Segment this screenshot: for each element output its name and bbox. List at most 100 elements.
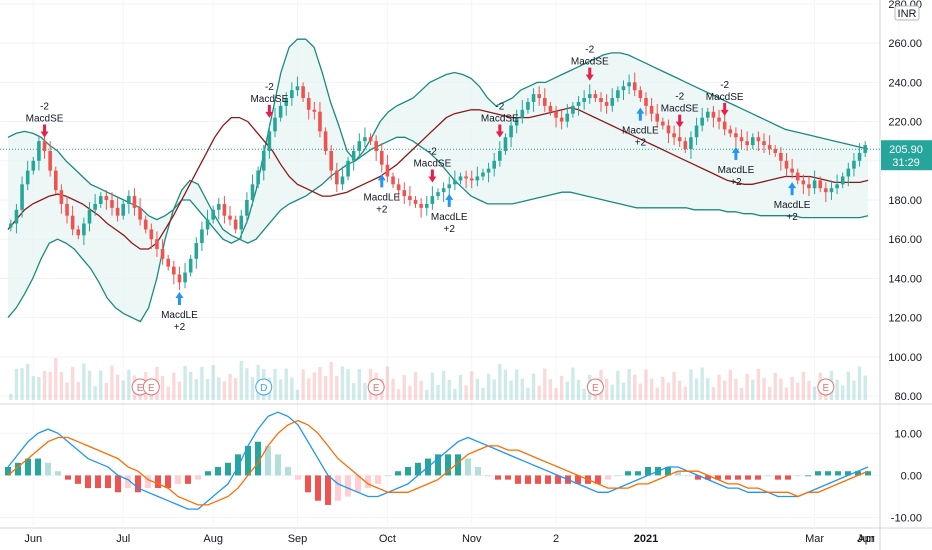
candle-body [104, 196, 109, 200]
macd-histogram-bar [145, 475, 151, 489]
currency-badge[interactable]: INR [894, 5, 920, 21]
volume-bar [307, 378, 311, 400]
earnings-event-marker[interactable]: E [367, 378, 385, 396]
volume-bar [194, 379, 198, 400]
macd-histogram-bar [785, 475, 791, 480]
candle-body [20, 184, 24, 210]
event-label: E [823, 383, 830, 394]
volume-bar [790, 376, 794, 400]
volume-bar [717, 374, 721, 400]
volume-bar [357, 369, 361, 400]
signal-value: -2 [720, 80, 729, 91]
candle-body [801, 180, 806, 185]
macd-histogram-bar [345, 475, 351, 497]
volume-bar [318, 367, 322, 400]
candle-body [408, 196, 412, 200]
volume-bar [745, 373, 749, 400]
volume-bar [183, 366, 187, 400]
currency-label: INR [898, 8, 917, 20]
price-tick-label: 220.00 [888, 117, 922, 129]
candle-body [256, 170, 260, 185]
candle-body [413, 200, 418, 204]
candle-body [183, 272, 187, 283]
volume-bar [363, 382, 367, 400]
volume-bar [498, 364, 502, 400]
candle-body [37, 141, 41, 161]
candle-body [318, 111, 322, 132]
volume-bar [441, 370, 446, 400]
macd-histogram-bar [155, 475, 161, 489]
candle-body [807, 184, 811, 189]
candle-body [638, 90, 643, 99]
candle-body [453, 180, 457, 185]
earnings-event-marker[interactable]: E [586, 378, 604, 396]
volume-bar [672, 371, 676, 400]
macd-histogram-bar [525, 475, 531, 484]
candle-body [632, 82, 637, 91]
candle-body [661, 121, 665, 126]
volume-bar [25, 363, 30, 400]
candle-body [335, 170, 339, 185]
volume-bar [852, 380, 856, 400]
volume-bar [37, 377, 41, 400]
candle-body [571, 105, 575, 114]
signal-label: MacdSE [481, 113, 519, 124]
axis-layer: 280.00260.00240.00220.00200.00180.00160.… [24, 0, 922, 545]
price-tick-label: 140.00 [888, 273, 922, 285]
volume-bar [509, 380, 513, 400]
candle-body [329, 150, 334, 171]
macd-histogram-bar [255, 441, 261, 476]
candle-body [143, 219, 148, 230]
macd-histogram-bar [755, 475, 761, 480]
volume-bar [352, 383, 356, 400]
macd-histogram-bar [105, 475, 111, 489]
candle-body [70, 215, 75, 230]
candle-body [31, 160, 36, 171]
signal-label: MacdSE [250, 94, 288, 105]
volume-bar [841, 385, 845, 400]
candle-body [110, 200, 114, 208]
macd-histogram-bar [35, 458, 41, 476]
macd-histogram-bar [465, 458, 471, 476]
price-tick-label: 280.00 [888, 0, 922, 11]
price-tick-label: 100.00 [888, 352, 922, 364]
volume-bar [694, 378, 699, 400]
macd-histogram-bar [605, 475, 611, 480]
buy-arrow-icon [731, 146, 740, 160]
candle-body [357, 141, 362, 151]
macd-tick-label: 10.00 [894, 428, 922, 440]
volume-bar [554, 388, 558, 400]
candle-body [593, 94, 598, 99]
buy-arrow-icon [636, 107, 645, 121]
candle-body [14, 209, 19, 224]
macd-histogram-bar [185, 475, 191, 484]
macd-histogram-bar [275, 454, 281, 476]
macd-histogram-bar [445, 454, 451, 476]
macd-histogram-bar [455, 454, 461, 476]
macd-histogram-bar [225, 462, 231, 476]
candle-body [559, 117, 564, 122]
candle-body [385, 164, 390, 177]
candle-body [261, 150, 266, 171]
buy-arrow-icon [445, 193, 454, 207]
macd-histogram-bar [635, 471, 641, 476]
candle-body [267, 131, 272, 151]
candle-body [610, 98, 615, 106]
dividend-event-marker[interactable]: D [255, 378, 273, 396]
earnings-event-marker[interactable]: E [142, 378, 160, 396]
signals: -2MacdSEMacdLE+2-2MacdSEMacdLE+2-2MacdSE… [26, 45, 811, 333]
earnings-event-marker[interactable]: E [817, 378, 835, 396]
candle-body [756, 137, 761, 142]
event-circle [586, 378, 604, 396]
candle-body [284, 98, 289, 106]
macd-histogram-bar [45, 462, 51, 476]
macd-histogram-bar [665, 467, 671, 476]
volume-bar [335, 375, 339, 400]
candle-body [48, 150, 52, 171]
candle-body [430, 196, 435, 204]
candle-body [177, 274, 182, 283]
buy-arrow-icon [377, 174, 386, 188]
volume-bar [616, 370, 620, 400]
candle-body [722, 121, 727, 130]
